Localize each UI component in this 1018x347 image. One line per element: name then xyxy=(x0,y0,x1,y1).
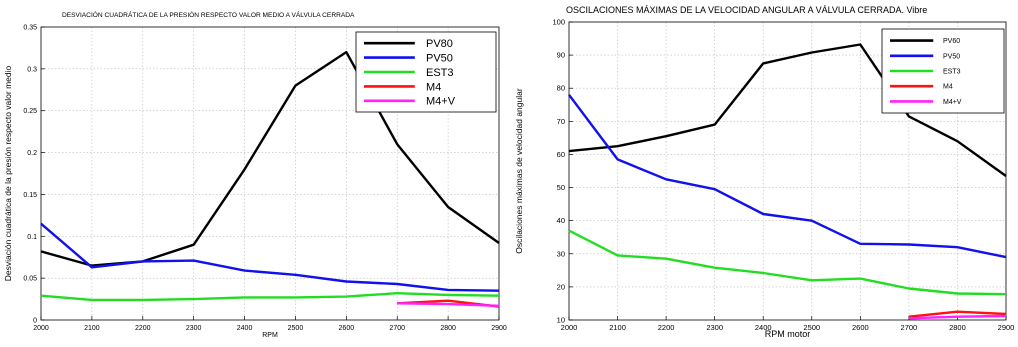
legend: PV60 PV50 EST3 M4 M4+V xyxy=(881,28,1005,114)
legend-label: M4+V xyxy=(943,99,962,106)
plot-frame xyxy=(40,26,500,321)
x-tick-label: 2800 xyxy=(949,323,966,332)
x-tick-label: 2300 xyxy=(706,323,723,332)
chart-angular-velocity: 2000 2100 2200 2300 2400 2500 2600 2700 2800 2900… xyxy=(514,5,1015,339)
legend-label: EST3 xyxy=(426,67,454,79)
y-tick-label: 20 xyxy=(557,282,565,291)
legend-label: M4+V xyxy=(426,96,456,108)
series-line-est3 xyxy=(40,292,500,302)
legend-label: PV50 xyxy=(943,53,960,60)
y-tick-label: 90 xyxy=(557,51,565,60)
x-tick-label: 2900 xyxy=(998,323,1015,332)
x-tick-label: 2000 xyxy=(33,325,49,332)
x-tick-label: 2000 xyxy=(561,323,578,332)
x-tick-label: 2700 xyxy=(389,325,405,332)
x-tick-label: 2500 xyxy=(288,325,304,332)
y-tick-label: 0.3 xyxy=(27,66,37,73)
y-tick-label: 40 xyxy=(557,216,565,225)
y-tick-label: 30 xyxy=(557,249,565,258)
legend-label: PV60 xyxy=(943,38,960,45)
x-tick-label: 2500 xyxy=(803,323,820,332)
series-line-est3 xyxy=(568,229,1007,296)
y-tick-label: 0 xyxy=(33,318,37,325)
x-tick-label: 2600 xyxy=(339,325,355,332)
y-tick-label: 0.05 xyxy=(23,276,37,283)
plot-frame xyxy=(568,21,1007,321)
x-tick-label: 2900 xyxy=(491,325,507,332)
legend-label: M4 xyxy=(426,81,441,93)
y-tick-label: 100 xyxy=(552,18,565,27)
x-tick-label: 2100 xyxy=(609,323,626,332)
y-tick-label: 0.35 xyxy=(23,25,37,32)
y-tick-label: 10 xyxy=(557,316,565,325)
y-tick-label: 0.2 xyxy=(27,150,37,157)
series-line-pv60 xyxy=(568,43,1007,177)
y-tick-label: 0.25 xyxy=(23,108,37,115)
series-line-m4 xyxy=(908,310,1007,318)
x-tick-label: 2400 xyxy=(755,323,772,332)
legend-label: EST3 xyxy=(943,68,961,75)
x-axis-label: RPM motor xyxy=(765,329,811,339)
x-tick-label: 2300 xyxy=(186,325,202,332)
legend-label: PV80 xyxy=(426,38,453,50)
x-tick-label: 2200 xyxy=(135,325,151,332)
x-tick-label: 2200 xyxy=(658,323,675,332)
chart-title: OSCILACIONES MÁXIMAS DE LA VELOCIDAD ANG… xyxy=(566,5,927,15)
x-tick-label: 2100 xyxy=(84,325,100,332)
x-tick-label: 2600 xyxy=(852,323,869,332)
y-tick-label: 0.15 xyxy=(23,192,37,199)
legend-label: M4 xyxy=(943,84,953,91)
series-line-pv50 xyxy=(40,222,500,292)
y-tick-label: 60 xyxy=(557,150,565,159)
x-tick-label: 2700 xyxy=(901,323,918,332)
series-line-m4-v xyxy=(397,302,500,307)
chart-title: DESVIACIÓN CUADRÁTICA DE LA PRESIÓN RESP… xyxy=(62,10,355,19)
y-tick-label: 0.1 xyxy=(27,234,37,241)
x-axis-label: RPM xyxy=(262,332,278,339)
chart-pressure-deviation: 2000 2100 2200 2300 2400 2500 2600 2700 2800 2900… xyxy=(3,10,507,339)
y-axis-label: Desviación cuadrática de la presión resp… xyxy=(3,66,13,282)
x-tick-label: 2400 xyxy=(237,325,253,332)
y-axis-label: Oscilaciones máximas de velocidad angula… xyxy=(514,88,524,254)
series-line-pv50 xyxy=(568,94,1007,259)
legend-label: PV50 xyxy=(426,52,453,64)
y-tick-label: 50 xyxy=(557,183,565,192)
legend: PV80 PV50 EST3 M4 M4+V xyxy=(355,31,497,113)
y-tick-label: 70 xyxy=(557,117,565,126)
series-line-m4-v xyxy=(908,314,1007,320)
y-tick-label: 80 xyxy=(557,84,565,93)
x-tick-label: 2800 xyxy=(440,325,456,332)
